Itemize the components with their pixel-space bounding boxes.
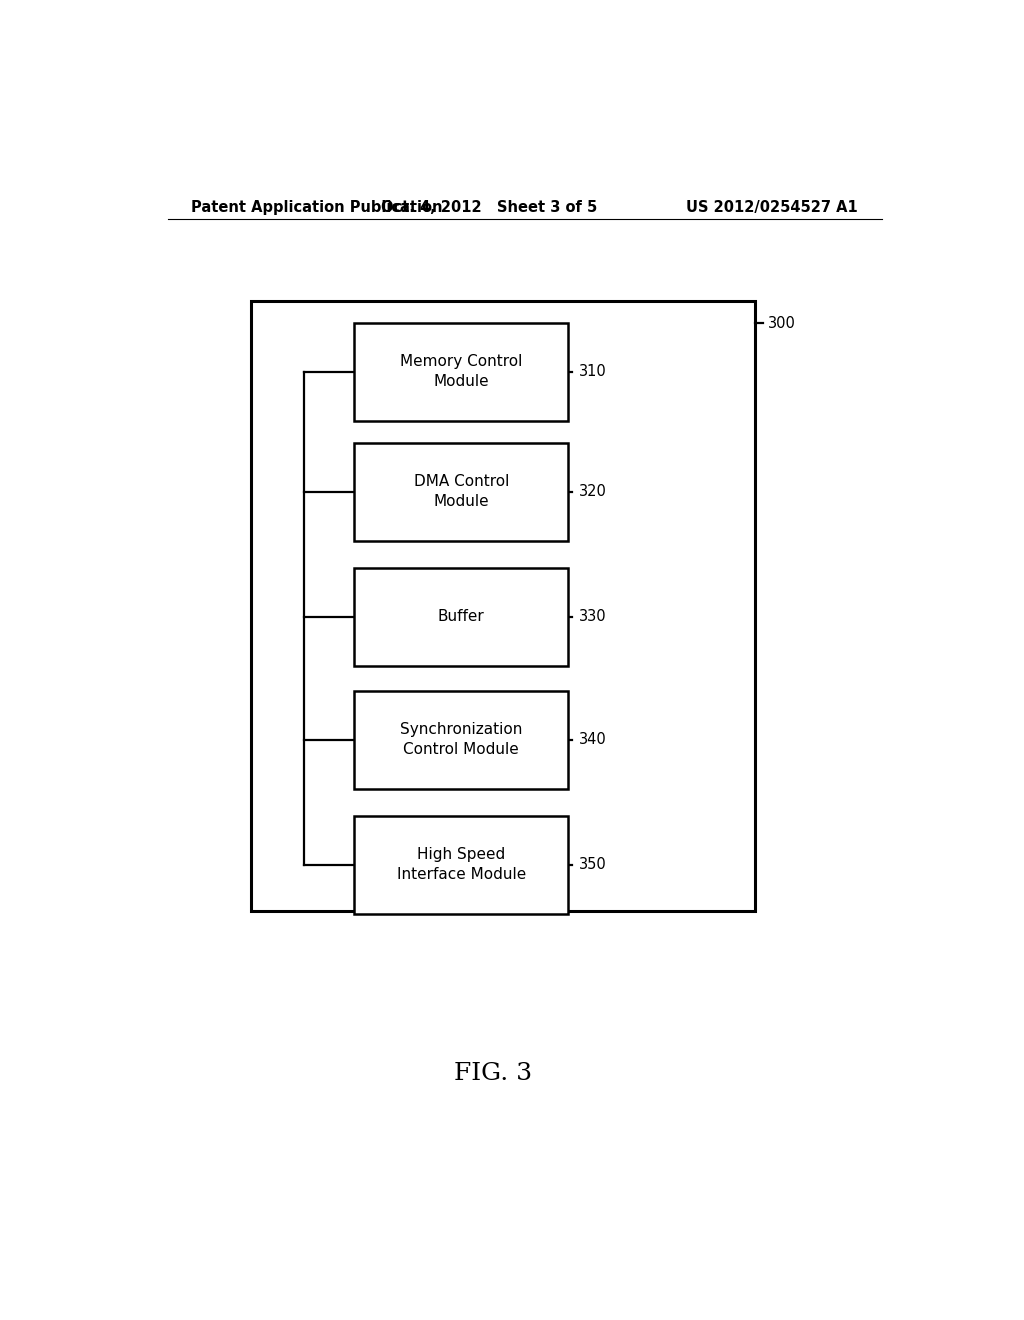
- Bar: [251, 301, 755, 911]
- Bar: [354, 690, 568, 788]
- Text: 310: 310: [579, 364, 606, 379]
- Text: Oct. 4, 2012   Sheet 3 of 5: Oct. 4, 2012 Sheet 3 of 5: [381, 199, 597, 215]
- Text: US 2012/0254527 A1: US 2012/0254527 A1: [686, 199, 858, 215]
- Bar: [354, 568, 568, 665]
- Bar: [354, 444, 568, 541]
- Text: Buffer: Buffer: [438, 610, 484, 624]
- Text: 350: 350: [579, 857, 606, 873]
- Text: Memory Control
Module: Memory Control Module: [400, 355, 522, 389]
- Bar: [354, 323, 568, 421]
- Text: Synchronization
Control Module: Synchronization Control Module: [400, 722, 522, 758]
- Text: 320: 320: [579, 484, 606, 499]
- Text: 340: 340: [579, 733, 606, 747]
- Text: FIG. 3: FIG. 3: [454, 1061, 532, 1085]
- Text: DMA Control
Module: DMA Control Module: [414, 474, 509, 510]
- Text: Patent Application Publication: Patent Application Publication: [191, 199, 443, 215]
- Text: 330: 330: [579, 610, 606, 624]
- Text: High Speed
Interface Module: High Speed Interface Module: [396, 847, 526, 882]
- Bar: [354, 816, 568, 913]
- Text: 300: 300: [768, 315, 797, 330]
